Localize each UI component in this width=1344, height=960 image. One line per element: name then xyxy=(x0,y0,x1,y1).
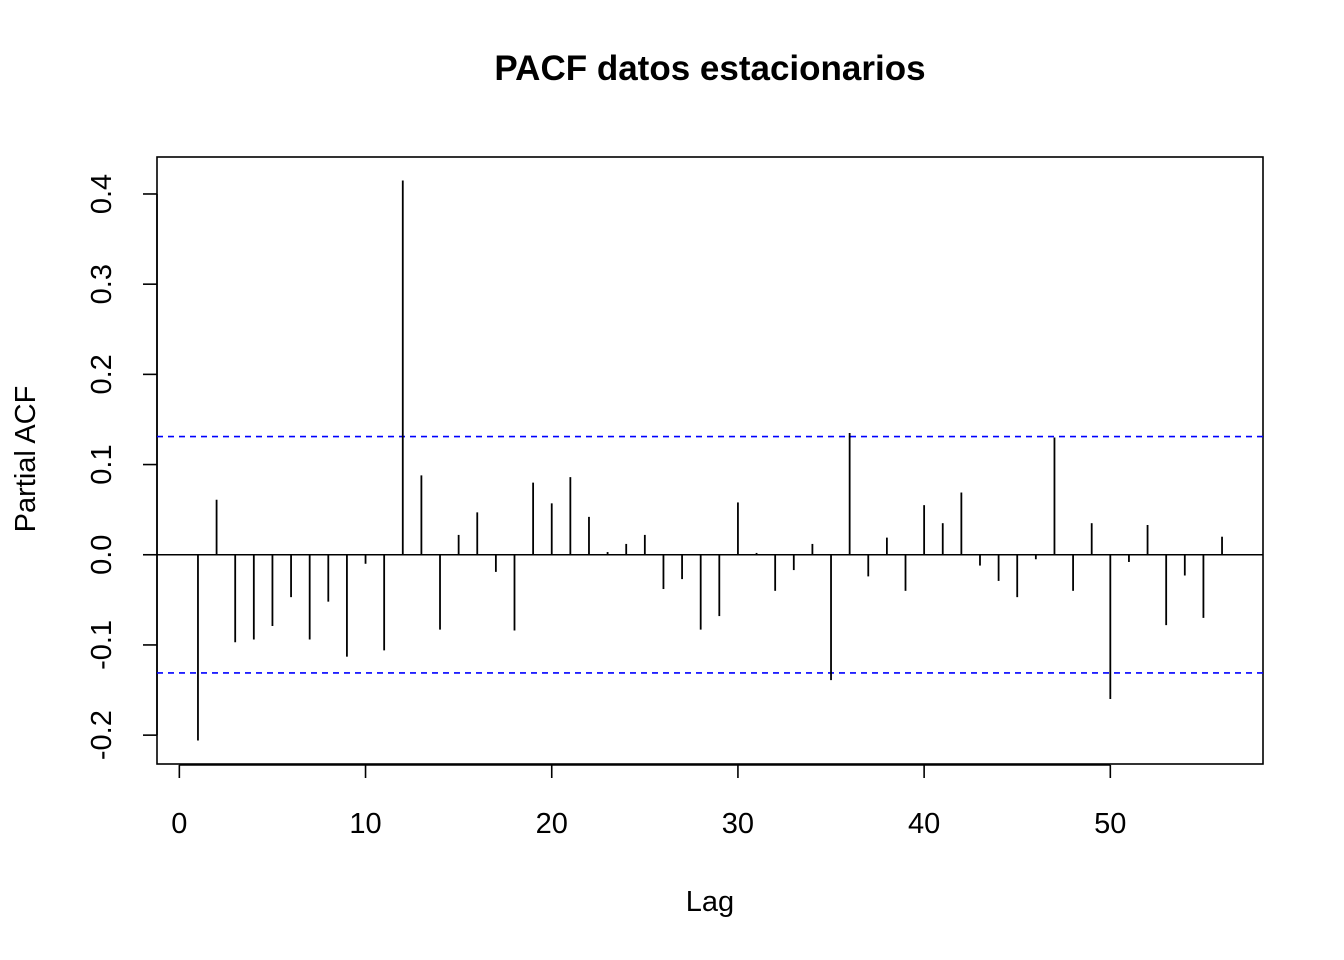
y-tick-label: 0.4 xyxy=(86,174,118,214)
y-tick-label: 0.0 xyxy=(86,535,118,575)
x-axis-label: Lag xyxy=(686,886,734,918)
x-tick-label: 40 xyxy=(908,808,940,840)
chart-title: PACF datos estacionarios xyxy=(494,49,925,88)
x-tick-label: 20 xyxy=(536,808,568,840)
y-tick-label: -0.2 xyxy=(86,710,118,760)
y-tick-label: 0.2 xyxy=(86,354,118,394)
pacf-stems xyxy=(197,180,1223,741)
confidence-bounds xyxy=(157,435,1263,674)
x-tick-label: 0 xyxy=(171,808,187,840)
y-axis-label: Partial ACF xyxy=(10,386,42,533)
y-tick-label: 0.3 xyxy=(86,264,118,304)
y-axis: -0.2 -0.1 0.0 0.1 0.2 0.3 0.4 xyxy=(86,174,158,760)
y-tick-label: -0.1 xyxy=(86,620,118,670)
y-tick-label: 0.1 xyxy=(86,444,118,484)
x-tick-label: 30 xyxy=(722,808,754,840)
x-tick-label: 50 xyxy=(1094,808,1126,840)
x-axis: 0 10 20 30 40 50 xyxy=(171,764,1126,840)
x-tick-label: 10 xyxy=(349,808,381,840)
